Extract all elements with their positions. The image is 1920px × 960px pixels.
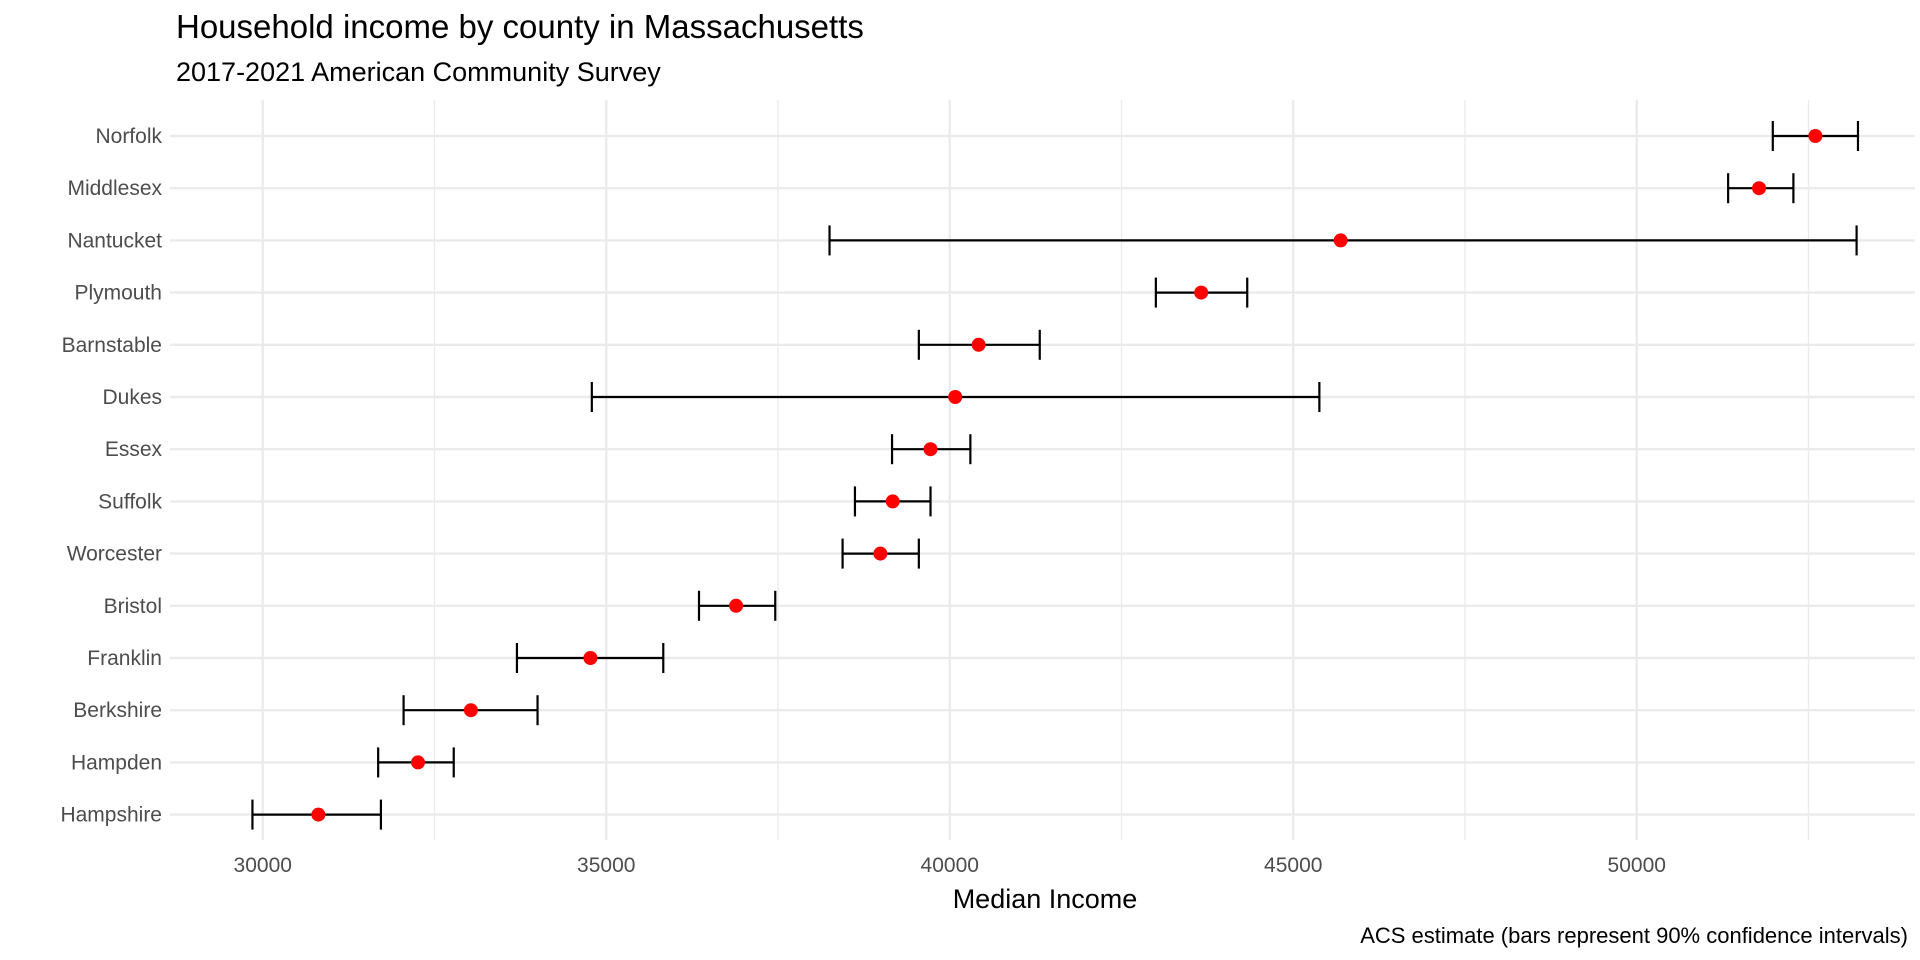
y-tick-label: Bristol bbox=[104, 595, 162, 618]
estimate-point bbox=[885, 494, 900, 509]
y-tick-label: Essex bbox=[105, 438, 163, 461]
y-tick-label: Dukes bbox=[102, 386, 162, 409]
chart-caption: ACS estimate (bars represent 90% confide… bbox=[1360, 923, 1908, 948]
x-tick-label: 35000 bbox=[577, 854, 635, 877]
x-axis-title: Median Income bbox=[953, 884, 1138, 914]
estimate-point bbox=[948, 390, 963, 404]
y-tick-label: Plymouth bbox=[74, 282, 162, 305]
y-tick-label: Berkshire bbox=[73, 699, 162, 722]
estimate-point bbox=[411, 755, 426, 770]
estimate-point bbox=[1752, 181, 1767, 196]
y-tick-label: Norfolk bbox=[95, 125, 162, 148]
y-tick-label: Suffolk bbox=[98, 490, 162, 513]
chart-subtitle: 2017-2021 American Community Survey bbox=[176, 57, 661, 87]
y-tick-label: Franklin bbox=[87, 647, 162, 670]
estimate-point bbox=[873, 546, 888, 561]
estimate-point bbox=[971, 337, 986, 352]
y-tick-label: Hampden bbox=[71, 751, 162, 774]
x-tick-label: 50000 bbox=[1608, 854, 1666, 877]
y-tick-label: Middlesex bbox=[67, 177, 162, 200]
y-tick-label: Barnstable bbox=[62, 334, 162, 357]
grid-layer bbox=[170, 100, 1915, 840]
y-tick-label: Hampshire bbox=[60, 804, 162, 827]
estimate-points bbox=[311, 129, 1823, 822]
x-tick-labels: 30000 35000 40000 45000 50000 bbox=[234, 854, 1666, 877]
y-tick-labels: Norfolk Middlesex Nantucket Plymouth Barnsta… bbox=[60, 125, 162, 827]
y-tick-label: Worcester bbox=[67, 543, 162, 566]
estimate-point bbox=[463, 703, 478, 718]
x-tick-label: 40000 bbox=[921, 854, 979, 877]
chart-title: Household income by county in Massachuse… bbox=[176, 8, 864, 45]
estimate-point bbox=[1333, 233, 1348, 248]
error-bars bbox=[251, 121, 1860, 830]
estimate-point bbox=[1194, 285, 1209, 300]
x-tick-label: 30000 bbox=[234, 854, 292, 877]
estimate-point bbox=[729, 598, 744, 613]
estimate-point bbox=[1808, 129, 1823, 143]
y-tick-label: Nantucket bbox=[67, 229, 162, 252]
x-tick-label: 45000 bbox=[1264, 854, 1322, 877]
estimate-point bbox=[583, 651, 598, 665]
estimate-point bbox=[923, 442, 938, 457]
estimate-point bbox=[311, 807, 326, 822]
